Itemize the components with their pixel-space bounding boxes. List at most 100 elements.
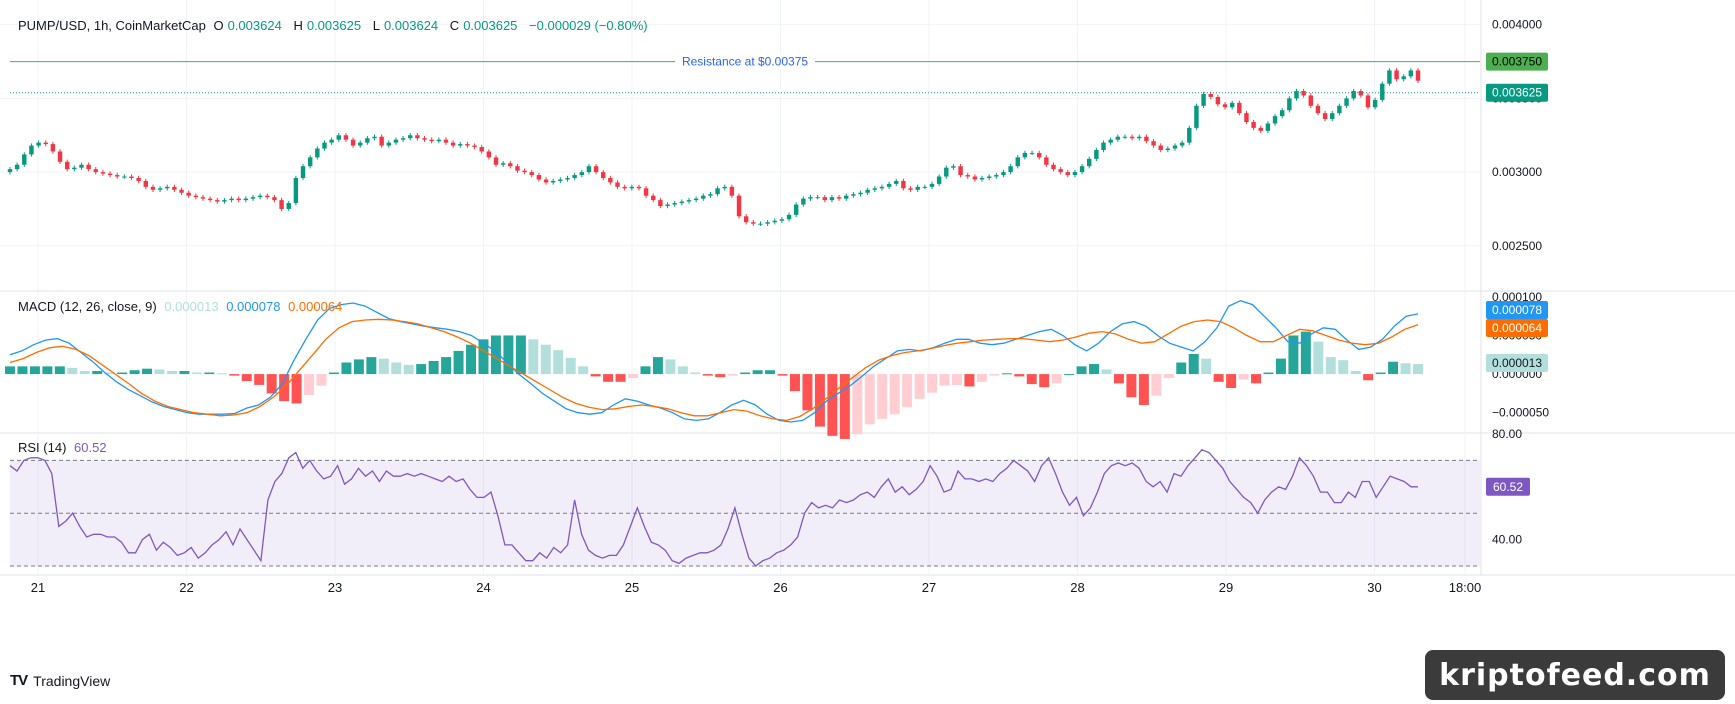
candle-body	[1308, 95, 1314, 106]
macd-histogram-bar	[752, 370, 763, 375]
macd-histogram-bar	[1151, 374, 1162, 396]
candle-body	[729, 186, 735, 196]
candle-body	[1079, 166, 1085, 173]
macd-histogram-bar	[328, 372, 339, 375]
candle-body	[1387, 70, 1392, 84]
candle-body	[293, 178, 299, 204]
macd-histogram-bar	[129, 370, 140, 375]
macd-histogram-bar	[304, 374, 315, 395]
candle-body	[236, 198, 241, 201]
candle-body	[572, 175, 577, 178]
macd-histogram-bar	[565, 357, 576, 375]
candle-body	[1358, 91, 1364, 96]
candle-body	[357, 142, 363, 146]
macd-histogram-bar	[1064, 374, 1075, 376]
open-label: O 0.003624	[213, 18, 285, 33]
candle-body	[708, 194, 713, 196]
candle-body	[379, 136, 384, 146]
macd-histogram-bar	[1338, 360, 1349, 375]
tradingview-brand[interactable]: TV TradingView	[10, 672, 110, 689]
macd-histogram-bar	[1350, 370, 1361, 375]
candle-body	[150, 186, 156, 190]
candle-body	[1187, 127, 1192, 143]
signal-value-tag-label: 0.000064	[1492, 321, 1542, 335]
candle-body	[450, 142, 456, 146]
candle-body	[329, 139, 334, 143]
resistance-label: Resistance at $0.00375	[682, 55, 808, 69]
candle-body	[429, 139, 434, 142]
candle-body	[801, 198, 806, 205]
time-tick-label: 24	[476, 580, 490, 595]
time-tick-label: 22	[179, 580, 193, 595]
candle-body	[901, 180, 906, 189]
macd-histogram-bar	[540, 344, 551, 375]
macd-histogram-bar	[852, 374, 863, 435]
macd-histogram-bar	[441, 357, 452, 375]
candle-body	[500, 163, 506, 165]
candle-body	[1001, 172, 1006, 176]
time-tick-label: 18:00	[1449, 580, 1482, 595]
candle-body	[751, 222, 756, 224]
candle-body	[179, 189, 184, 193]
macd-histogram-bar	[490, 335, 501, 375]
macd-histogram-bar	[1263, 372, 1274, 375]
open-value: 0.003624	[227, 18, 282, 33]
macd-histogram-bar	[453, 350, 464, 375]
high-value: 0.003625	[306, 18, 362, 33]
candle-body	[886, 183, 892, 187]
candle-body	[829, 197, 835, 201]
candle-body	[972, 176, 978, 180]
candle-body	[307, 157, 313, 167]
candle-body	[615, 182, 620, 187]
macd-histogram-bar	[603, 374, 614, 382]
macd-histogram-bar	[864, 374, 875, 425]
time-tick-label: 30	[1367, 580, 1381, 595]
macd-histogram-bar	[1413, 364, 1423, 375]
candle-body	[1279, 110, 1285, 117]
candle-body	[693, 198, 699, 201]
candle-body	[64, 161, 70, 170]
macd-histogram-bar	[690, 372, 701, 375]
candle-body	[22, 154, 27, 165]
macd-histogram-bar	[204, 372, 215, 375]
candle-body	[107, 173, 113, 176]
macd-signal-line	[9, 318, 1419, 422]
macd-histogram-bar	[466, 344, 477, 375]
macd-histogram-bar	[254, 374, 265, 385]
candle-body	[715, 188, 720, 195]
candle-body	[1172, 145, 1178, 149]
macd-histogram-bar	[951, 374, 962, 385]
macd-histogram-bar	[727, 374, 738, 376]
candle-body	[207, 198, 213, 201]
macd-histogram-bar	[777, 374, 788, 376]
candle-body	[543, 179, 549, 183]
candle-body	[643, 188, 649, 196]
candle-body	[472, 145, 477, 148]
macd-title: MACD (12, 26, close, 9)	[18, 299, 157, 314]
candle-body	[393, 139, 399, 143]
candle-body	[408, 135, 413, 139]
macd-histogram-bar	[1388, 361, 1399, 375]
rsi-legend-value: 60.52	[74, 440, 107, 455]
candle-body	[422, 138, 427, 140]
candle-body	[1094, 150, 1099, 159]
candle-body	[601, 172, 606, 178]
candle-body	[114, 175, 120, 177]
candle-body	[1237, 102, 1242, 114]
candle-body	[386, 142, 392, 146]
macd-histogram-bar	[191, 372, 202, 375]
candle-body	[836, 197, 842, 199]
candle-body	[250, 197, 256, 199]
candle-body	[558, 179, 563, 181]
time-tick-label: 26	[773, 580, 787, 595]
macd-histogram-bar	[142, 368, 153, 375]
candle-body	[479, 147, 484, 152]
macd-histogram-bar	[914, 374, 925, 399]
low-prefix: L	[372, 18, 380, 33]
macd-histogram-bar	[1014, 374, 1025, 377]
candle-body	[994, 175, 999, 177]
candle-body	[779, 219, 785, 221]
candle-body	[286, 203, 291, 209]
